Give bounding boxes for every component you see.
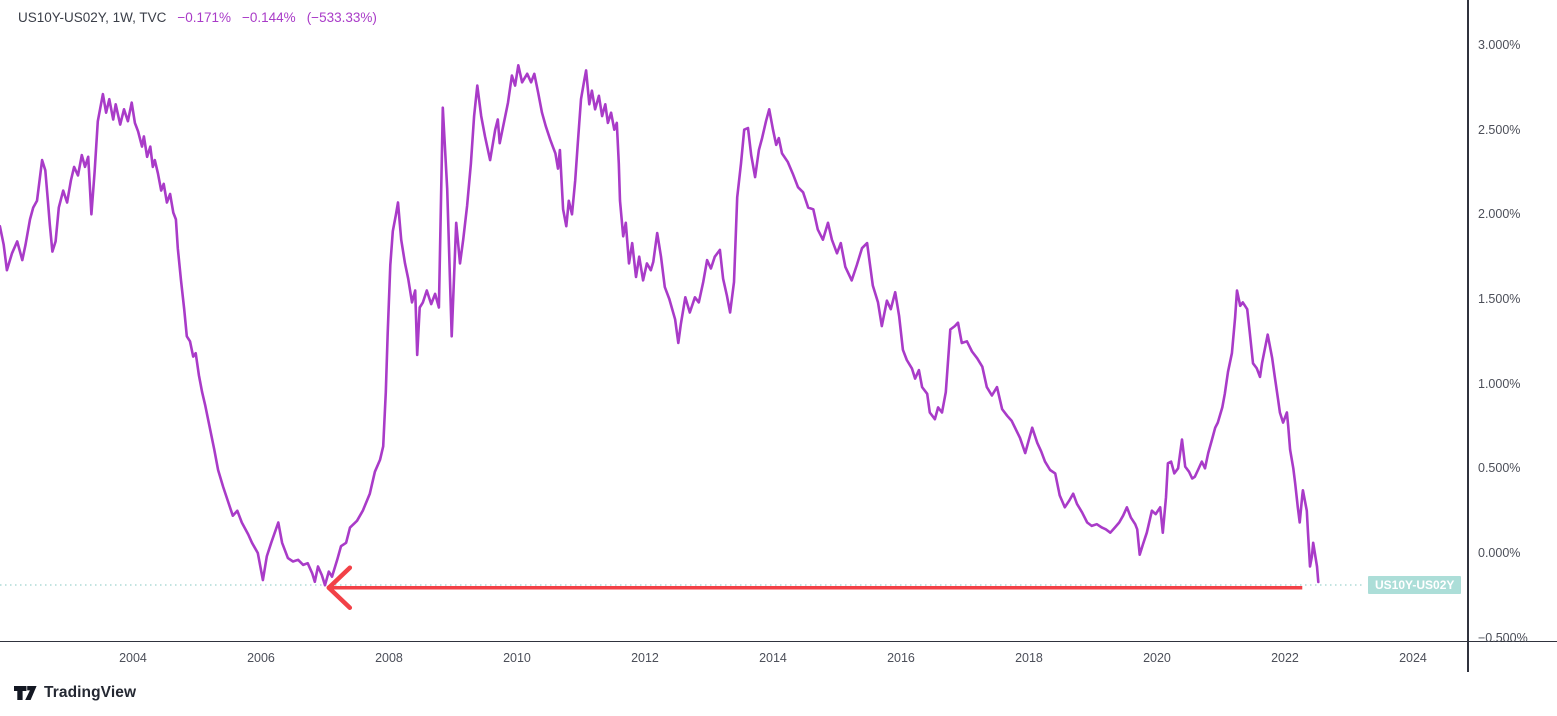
price-axis-tick-2.500: 2.500% xyxy=(1478,122,1521,137)
time-axis-tick-2008: 2008 xyxy=(375,651,403,665)
time-axis-separator-line xyxy=(0,641,1557,642)
red-arrow-annotation[interactable] xyxy=(326,565,1303,610)
price-chart-plot[interactable] xyxy=(0,0,1467,641)
price-axis-separator-line xyxy=(1467,0,1469,672)
time-axis-scale[interactable]: 2004 2006 2008 2010 2012 2014 2016 2018 2020 2022… xyxy=(0,642,1467,672)
time-axis-tick-2018: 2018 xyxy=(1015,651,1043,665)
price-axis-scale[interactable]: 3.000% 2.500% 2.000% 1.500% 1.000% 0.500% 0.00… xyxy=(1468,0,1557,645)
price-axis-tick-1.000: 1.000% xyxy=(1478,376,1521,391)
legend-change-absolute: −0.144% xyxy=(242,10,296,25)
price-axis-tick-1.500: 1.500% xyxy=(1478,292,1521,306)
price-axis-tick-0.500: 0.500% xyxy=(1478,461,1521,476)
time-axis-tick-2022: 2022 xyxy=(1271,651,1299,665)
tradingview-logo-text: TradingView xyxy=(44,684,137,701)
tradingview-logo[interactable]: TradingView xyxy=(14,684,136,702)
time-axis-tick-2014: 2014 xyxy=(759,651,787,665)
price-axis-tick-3.000: 3.000% xyxy=(1478,38,1521,52)
series-line-us10y-us02y[interactable] xyxy=(0,64,1320,587)
price-line-symbol-label: US10Y-US02Y xyxy=(1368,575,1462,594)
time-axis-tick-2010: 2010 xyxy=(503,651,531,665)
time-axis-tick-2012: 2012 xyxy=(631,651,659,665)
time-axis-tick-2016: 2016 xyxy=(887,651,915,665)
time-axis-tick-2020: 2020 xyxy=(1143,651,1171,665)
chart-legend: US10Y-US02Y, 1W, TVC −0.171% −0.144% (−5… xyxy=(18,9,377,27)
price-axis-tick-2.000: 2.000% xyxy=(1478,207,1521,222)
price-axis-tick-0.000: 0.000% xyxy=(1478,546,1521,560)
legend-change-percent: −0.171% xyxy=(177,10,232,25)
tradingview-logo-icon xyxy=(14,686,37,700)
price-axis-tick-0.500: −0.500% xyxy=(1478,630,1528,645)
legend-symbol-title[interactable]: US10Y-US02Y, 1W, TVC xyxy=(18,10,167,25)
time-axis-tick-2004: 2004 xyxy=(119,651,147,665)
time-axis-tick-2006: 2006 xyxy=(247,651,275,665)
time-axis-tick-2024: 2024 xyxy=(1399,651,1427,665)
legend-change-total: (−533.33%) xyxy=(306,10,377,25)
